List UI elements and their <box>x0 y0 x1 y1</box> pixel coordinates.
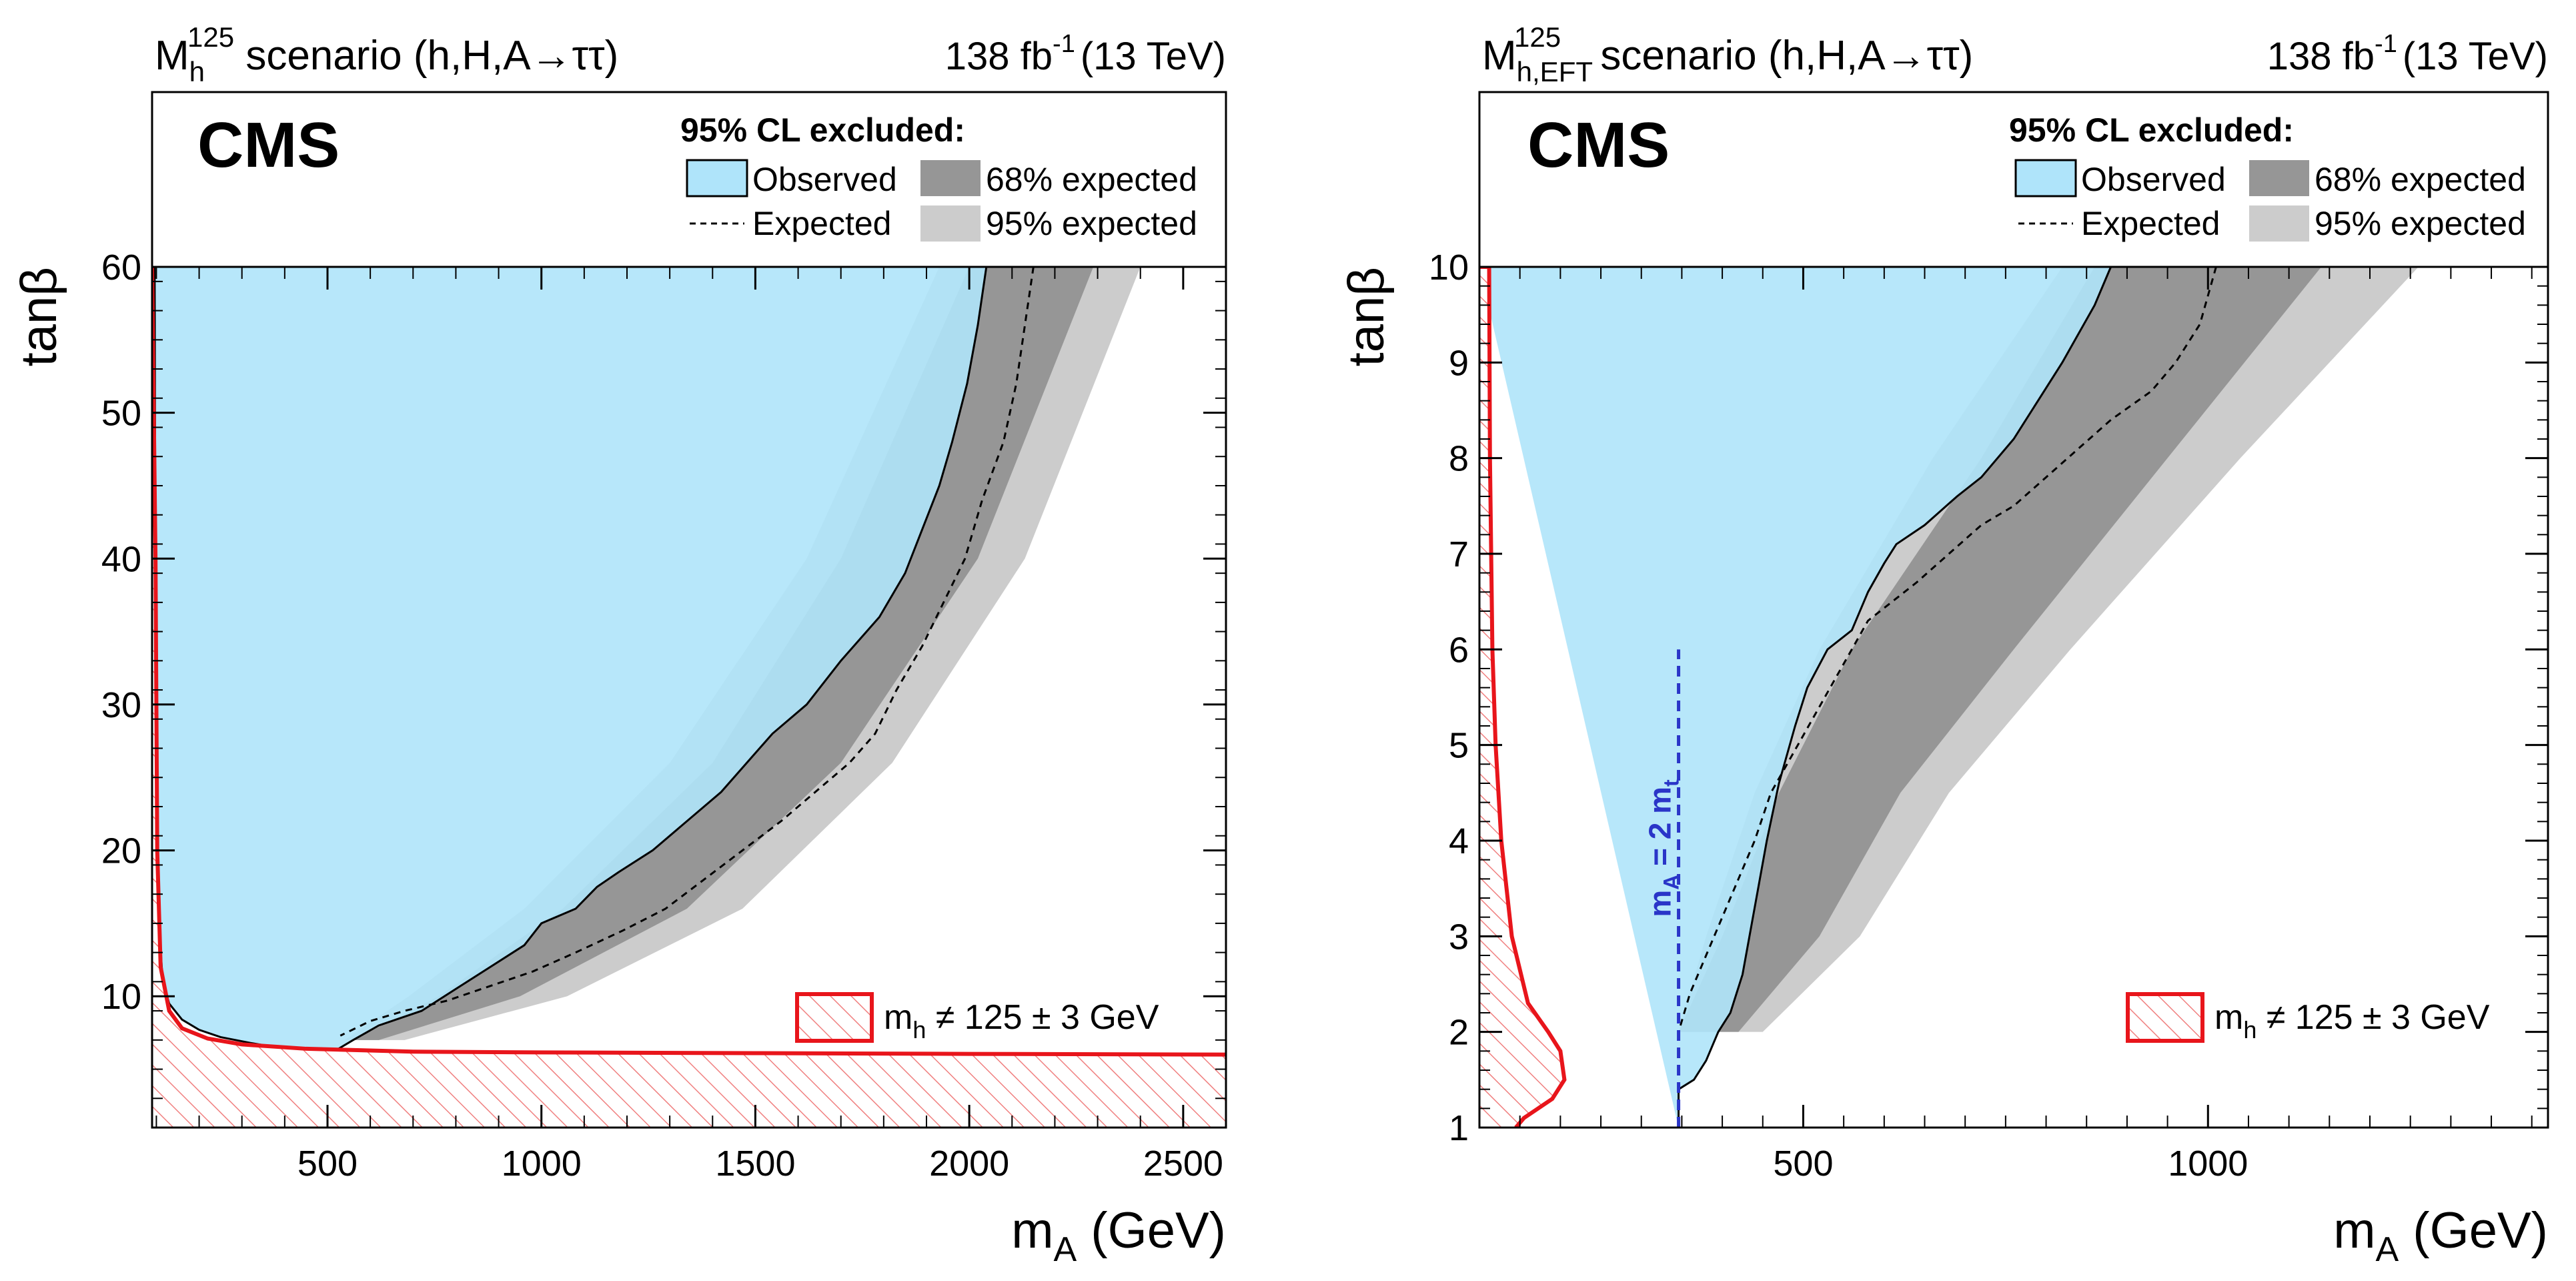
left-xtick-label: 2000 <box>929 1144 1009 1184</box>
left-observed-line <box>153 267 988 1051</box>
left-contours <box>152 267 1226 1128</box>
right-legend: 95% CL excluded: Observed 68% expected E… <box>2009 111 2526 242</box>
left-ytick-label: 60 <box>101 248 141 288</box>
left-luminosity: 138 fb-1 (13 TeV) <box>945 30 1226 78</box>
left-x-axis-label: mA (GeV) <box>1011 1202 1226 1269</box>
left-ytick-label: 40 <box>101 539 141 579</box>
right-ytick-label: 10 <box>1429 248 1469 288</box>
right-legend-expected: Expected <box>2081 205 2220 242</box>
right-legend-observed: Observed <box>2081 161 2226 198</box>
right-mh-hatch-region <box>1479 267 1565 1128</box>
right-mh-boundary <box>1479 267 1567 1128</box>
threshold-line-group: mA = 2 mt <box>1643 649 1684 1128</box>
left-ytick-label: 50 <box>101 394 141 434</box>
right-luminosity: 138 fb-1 (13 TeV) <box>2267 30 2548 78</box>
right-ytick-label: 2 <box>1449 1013 1469 1053</box>
right-ytick-label: 4 <box>1449 821 1469 861</box>
left-legend-observed: Observed <box>752 161 897 198</box>
left-xtick-label: 500 <box>297 1144 358 1184</box>
left-legend-68-swatch <box>920 160 981 196</box>
right-hatch-legend-swatch <box>2126 992 2204 1043</box>
left-observed-region <box>152 267 987 1051</box>
right-xtick-label: 500 <box>1773 1144 1833 1184</box>
left-legend-header: 95% CL excluded: <box>680 111 965 149</box>
right-x-axis-label: mA (GeV) <box>2333 1202 2548 1269</box>
left-title: Mh125 scenario (h,H,A→ττ) <box>155 21 618 87</box>
right-legend-68-swatch <box>2249 160 2309 196</box>
left-legend-expected: Expected <box>752 205 891 242</box>
right-legend-header: 95% CL excluded: <box>2009 111 2294 149</box>
right-y-axis-label: tanβ <box>1338 267 1395 366</box>
left-y-axis-label: tanβ <box>11 267 67 366</box>
right-legend-observed-swatch <box>2014 159 2077 197</box>
left-hatch-legend-swatch <box>795 992 874 1043</box>
right-ytick-label: 3 <box>1449 917 1469 957</box>
right-cms-label: CMS <box>1527 109 1670 181</box>
left-panel: 500 1000 1500 2000 2500 10 20 30 40 50 60 Mh125 sc… <box>11 21 1227 1269</box>
right-ytick-label: 1 <box>1449 1108 1469 1148</box>
right-band-68-expected <box>1678 267 2322 1032</box>
right-ytick-label: 8 <box>1449 439 1469 479</box>
right-observed-line <box>1678 267 2112 1128</box>
right-ytick-label: 6 <box>1449 630 1469 670</box>
right-ytick-label: 5 <box>1449 726 1469 766</box>
left-expected-line <box>340 267 1035 1037</box>
left-cms-label: CMS <box>197 109 340 181</box>
left-mh-boundary <box>152 267 1226 1057</box>
left-hatch-legend-label: mh ≠ 125 ± 3 GeV <box>884 998 1159 1043</box>
left-legend: 95% CL excluded: Observed 68% expected E… <box>680 111 1197 242</box>
left-plot-frame <box>151 91 1227 1129</box>
left-legend-95-swatch <box>920 205 981 242</box>
left-legend-68: 68% expected <box>986 161 1197 198</box>
right-xtick-label: 1000 <box>2168 1144 2248 1184</box>
right-legend-95-swatch <box>2249 205 2309 242</box>
left-legend-observed-swatch <box>686 159 748 197</box>
right-observed-region <box>1479 267 2111 1128</box>
left-ytick-label: 10 <box>101 977 141 1017</box>
right-axis-ticks: 500 1000 1 2 3 4 5 6 7 8 9 10 <box>1429 248 2548 1184</box>
right-ytick-label: 9 <box>1449 343 1469 383</box>
left-ytick-label: 20 <box>101 831 141 871</box>
right-expected-line <box>1678 267 2217 1033</box>
threshold-2mt-label: mA = 2 mt <box>1643 779 1684 917</box>
right-panel: mA = 2 mt 500 1000 1 2 3 4 5 6 7 8 9 10 Mh,EFT125 s… <box>1338 21 2549 1269</box>
right-title: Mh,EFT125 scenario (h,H,A→ττ) <box>1482 21 1973 87</box>
left-ytick-label: 30 <box>101 685 141 725</box>
left-xtick-label: 1000 <box>502 1144 582 1184</box>
left-xtick-label: 1500 <box>715 1144 795 1184</box>
left-axis-ticks: 500 1000 1500 2000 2500 10 20 30 40 50 60 <box>101 248 1227 1184</box>
right-ytick-label: 7 <box>1449 534 1469 574</box>
right-plot-frame <box>1478 91 2549 1129</box>
left-legend-95: 95% expected <box>986 205 1197 242</box>
left-xtick-label: 2500 <box>1143 1144 1223 1184</box>
right-legend-95: 95% expected <box>2315 205 2526 242</box>
right-hatch-legend-label: mh ≠ 125 ± 3 GeV <box>2214 998 2490 1043</box>
right-legend-68: 68% expected <box>2315 161 2526 198</box>
right-contours <box>1479 267 2419 1128</box>
